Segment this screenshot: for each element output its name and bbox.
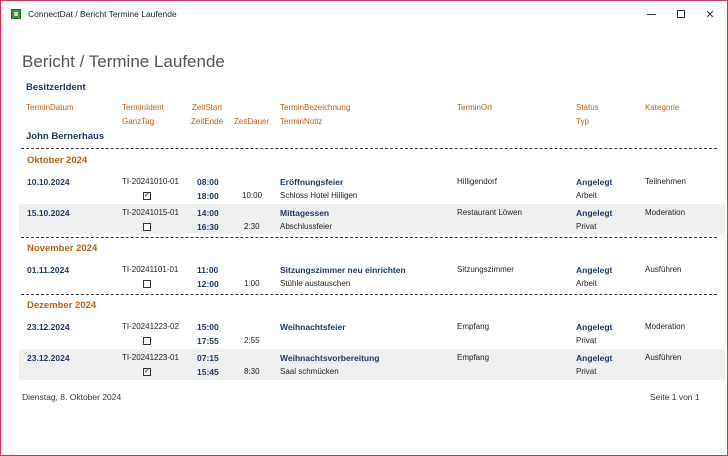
row-kategorie: Teilnehmen	[645, 177, 686, 186]
ganztag-checkbox: ✓	[143, 192, 151, 200]
ganztag-checkbox	[143, 280, 151, 288]
row-ende: 12:00	[197, 279, 219, 289]
row-start: 15:00	[197, 322, 219, 332]
row-datum: 01.11.2024	[27, 265, 70, 275]
close-icon: ✕	[705, 8, 715, 21]
row-bezeichnung: Weihnachtsvorbereitung	[280, 353, 380, 363]
row-dauer: 10:00	[242, 191, 263, 200]
row-ende: 15:45	[197, 367, 219, 377]
row-status: Angelegt	[576, 208, 613, 218]
col-kategorie: Kategorie	[645, 103, 680, 112]
window-title: ConnectDat / Bericht Termine Laufende	[28, 9, 177, 19]
row-status: Angelegt	[576, 353, 613, 363]
row-datum: 10.10.2024	[27, 177, 70, 187]
minimize-icon	[646, 13, 656, 15]
row-kategorie: Ausführen	[645, 353, 682, 362]
row-start: 11:00	[197, 265, 219, 275]
owner-name: John Bernerhaus	[26, 131, 105, 142]
maximize-button[interactable]	[666, 5, 696, 23]
row-start: 08:00	[197, 177, 219, 187]
row-kategorie: Moderation	[645, 322, 686, 331]
row-dauer: 2:30	[244, 222, 260, 231]
report-title: Bericht / Termine Laufende	[22, 52, 225, 71]
row-bezeichnung: Sitzungszimmer neu einrichten	[280, 265, 406, 275]
col-termin-notiz: TerminNotiz	[280, 117, 323, 126]
table-row	[19, 349, 725, 380]
row-ident: TI-20241015-01	[122, 208, 179, 217]
footer-page: Seite 1 von 1	[650, 392, 700, 402]
row-notiz: Saal schmücken	[280, 367, 339, 376]
row-status: Angelegt	[576, 265, 613, 275]
col-termin-datum: TerminDatum	[26, 103, 74, 112]
row-typ: Privat	[576, 222, 597, 231]
row-notiz: Abschlussfeier	[280, 222, 333, 231]
row-start: 07:15	[197, 353, 219, 363]
row-bezeichnung: Eröffnungsfeier	[280, 177, 344, 187]
row-kategorie: Ausführen	[645, 265, 682, 274]
table-row	[19, 204, 725, 234]
row-ort: Sitzungszimmer	[457, 265, 514, 274]
row-ort: Empfang	[457, 353, 490, 362]
row-ort: Restaurant Löwen	[457, 208, 522, 217]
row-dauer: 8:30	[244, 367, 260, 376]
row-dauer: 1:00	[244, 279, 260, 288]
ganztag-checkbox	[143, 337, 151, 345]
row-ort: Empfang	[457, 322, 490, 331]
col-zeit-start: ZeitStart	[192, 103, 223, 112]
group-header-owner: BesitzerIdent	[26, 82, 86, 93]
row-ende: 16:30	[197, 222, 219, 232]
col-termin-ident: TerminIdent	[122, 103, 164, 112]
row-notiz: Stühle austauschen	[280, 279, 351, 288]
col-typ: Typ	[576, 117, 589, 126]
row-typ: Privat	[576, 336, 597, 345]
footer-date: Dienstag, 8. Oktober 2024	[22, 392, 122, 402]
minimize-button[interactable]	[636, 5, 666, 23]
row-datum: 23.12.2024	[27, 353, 70, 363]
divider	[21, 294, 717, 295]
row-ende: 18:00	[197, 191, 219, 201]
month-header: November 2024	[27, 243, 98, 254]
col-zeit-dauer: ZeitDauer	[234, 117, 270, 126]
divider	[21, 237, 717, 238]
divider	[21, 148, 717, 149]
row-status: Angelegt	[576, 177, 613, 187]
row-datum: 15.10.2024	[27, 208, 70, 218]
ganztag-checkbox: ✓	[143, 368, 151, 376]
maximize-icon	[677, 10, 685, 18]
row-typ: Arbeit	[576, 279, 597, 288]
title-bar[interactable]: ConnectDat / Bericht Termine Laufende ✕	[1, 1, 727, 27]
row-ende: 17:55	[197, 336, 219, 346]
row-ident: TI-20241223-02	[122, 322, 179, 331]
month-header: Oktober 2024	[27, 155, 88, 166]
col-status: Status	[576, 103, 599, 112]
row-typ: Arbeit	[576, 191, 597, 200]
row-dauer: 2:55	[244, 336, 260, 345]
row-ident: TI-20241101-01	[122, 265, 179, 274]
row-bezeichnung: Mittagessen	[280, 208, 330, 218]
app-icon	[11, 9, 21, 19]
col-termin-bezeichnung: TerminBezeichnung	[280, 103, 351, 112]
row-kategorie: Moderation	[645, 208, 686, 217]
row-ident: TI-20241223-01	[122, 353, 179, 362]
row-ident: TI-20241010-01	[122, 177, 179, 186]
row-bezeichnung: Weihnachtsfeier	[280, 322, 346, 332]
ganztag-checkbox	[143, 223, 151, 231]
row-notiz: Schloss Hotel Hilligen	[280, 191, 358, 200]
col-ganz-tag: GanzTag	[122, 117, 155, 126]
col-termin-ort: TerminOrt	[457, 103, 493, 112]
row-datum: 23.12.2024	[27, 322, 70, 332]
row-typ: Privat	[576, 367, 597, 376]
month-header: Dezember 2024	[27, 300, 97, 311]
row-ort: Hilligendorf	[457, 177, 498, 186]
row-status: Angelegt	[576, 322, 613, 332]
row-start: 14:00	[197, 208, 219, 218]
col-zeit-ende: ZeitEnde	[191, 117, 224, 126]
close-button[interactable]: ✕	[695, 5, 725, 23]
